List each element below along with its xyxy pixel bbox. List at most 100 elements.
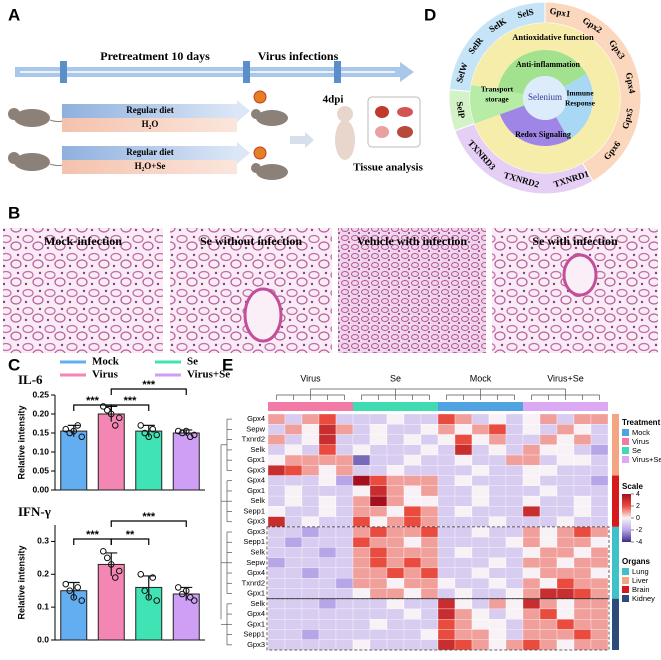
heatmap-cell: [454, 516, 473, 528]
heatmap-cell: [369, 608, 388, 620]
heatmap-cell: [301, 619, 320, 630]
legend-label: Virus: [632, 437, 649, 446]
diet-arrow: [237, 142, 250, 164]
heatmap-cell: [488, 547, 507, 558]
heatmap-cell: [403, 557, 422, 569]
legend-title: Scale: [622, 482, 643, 491]
heatmap-cell: [454, 536, 473, 548]
heatmap-cell: [267, 526, 286, 538]
heatmap-cell: [454, 444, 473, 456]
image-title: Mock-infection: [44, 234, 122, 248]
timeline-label: Virus infections: [258, 49, 339, 63]
heatmap-cell: [420, 619, 439, 630]
timeline-marker: [243, 61, 250, 83]
heatmap-cell: [437, 506, 456, 517]
heatmap-cell: [590, 608, 609, 620]
heatmap-cell: [505, 475, 524, 486]
heatmap-cell: [454, 424, 473, 435]
heatmap-cell: [556, 536, 575, 548]
legend-swatch: [622, 586, 629, 593]
heatmap-cell: [522, 506, 541, 517]
heatmap-cell: [335, 413, 354, 425]
heatmap-cell: [386, 434, 405, 445]
data-point: [182, 587, 190, 595]
heatmap-cell: [471, 506, 490, 517]
heatmap-cell: [573, 547, 592, 558]
heatmap-cell: [505, 598, 524, 610]
row-label: Gpx4: [247, 568, 265, 577]
center: [523, 76, 567, 120]
y-axis-label: Relative intensity: [16, 545, 26, 619]
heatmap-cell: [403, 485, 422, 497]
heatmap-cell: [590, 629, 609, 640]
error-bar: [67, 424, 80, 437]
inner-ring: [556, 74, 593, 140]
data-point: [178, 590, 186, 598]
heatmap-cell: [539, 465, 558, 476]
heatmap-cell: [403, 465, 422, 476]
image-title: Se with infection: [532, 234, 618, 248]
heatmap-cell: [284, 516, 303, 528]
heatmap-cell: [301, 547, 320, 558]
heatmap-cell: [522, 608, 541, 620]
data-point: [149, 425, 157, 433]
heatmap-cell: [403, 567, 422, 579]
heatmap-cell: [590, 639, 609, 651]
heatmap-cell: [420, 526, 439, 538]
heatmap-cell: [335, 536, 354, 548]
heatmap-cell: [267, 413, 286, 425]
heatmap-cell: [573, 465, 592, 476]
heatmap-cell: [505, 557, 524, 569]
heatmap-cell: [573, 434, 592, 445]
heatmap-cell: [318, 629, 337, 640]
heatmap-cell: [556, 588, 575, 599]
heatmap-cell: [301, 413, 320, 425]
heatmap-cell: [505, 639, 524, 651]
heatmap-cell: [454, 557, 473, 569]
function-wheel: Gpx1Gpx2Gpx3Gpx4Gpx5Gpx6TXNRD1TXNRD2TXNR…: [448, 1, 642, 195]
heatmap-cell: [352, 557, 371, 569]
heatmap-cell: [590, 413, 609, 425]
heatmap-cell: [522, 475, 541, 486]
water-label: H₂O+Se: [135, 161, 166, 171]
heatmap-cell: [437, 434, 456, 445]
heatmap-cell: [488, 506, 507, 517]
legend-label: Liver: [632, 576, 649, 585]
data-point: [186, 433, 194, 441]
data-point: [145, 593, 153, 601]
heatmap-cell: [556, 424, 575, 435]
heatmap-cell: [403, 608, 422, 620]
heatmap-cell: [437, 475, 456, 486]
data-point: [153, 597, 161, 604]
y-tick-label: 0.0: [37, 634, 49, 644]
image-title: Vehicle with infection: [357, 234, 468, 248]
heatmap-cell: [522, 495, 541, 507]
heatmap-cell: [454, 629, 473, 640]
transport-wedge: [469, 84, 525, 124]
heatmap-cell: [556, 413, 575, 425]
timeline-label: Pretreatment 10 days: [100, 49, 210, 63]
heatmap-cell: [386, 547, 405, 558]
heatmap-cell: [488, 557, 507, 569]
heatmap-cell: [386, 536, 405, 548]
color-scale: [622, 494, 631, 542]
heatmap-cell: [420, 547, 439, 558]
organ-bar: [612, 526, 619, 599]
heatmap-cell: [471, 444, 490, 456]
heatmap-cell: [522, 485, 541, 497]
row-label: Gpx1: [247, 619, 265, 628]
heatmap-cell: [369, 557, 388, 569]
y-tick-label: 0.15: [32, 427, 49, 437]
heatmap-cell: [335, 454, 354, 466]
data-point: [145, 433, 153, 441]
heatmap-cell: [471, 434, 490, 445]
significance-label: ***: [142, 379, 156, 391]
heatmap-cell: [284, 536, 303, 548]
row-label: Gpx1: [247, 455, 265, 464]
heatmap-cell: [539, 578, 558, 589]
row-label: Gpx3: [247, 465, 265, 474]
significance-label: ***: [86, 529, 100, 541]
heatmap-cell: [403, 536, 422, 548]
heatmap-cell: [352, 495, 371, 507]
heatmap-cell: [301, 485, 320, 497]
